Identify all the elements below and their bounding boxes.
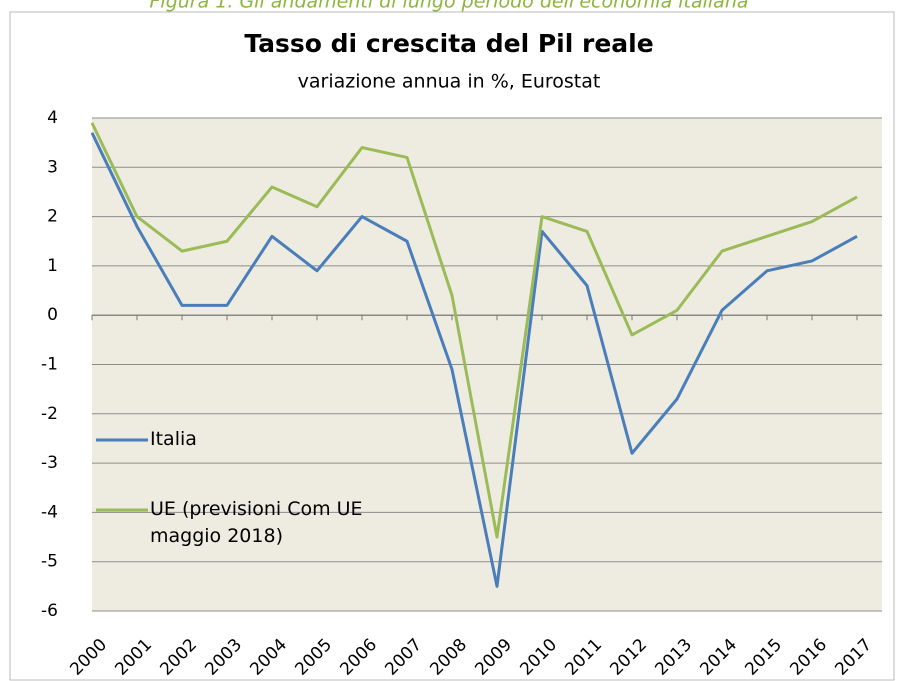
caption: Figura 1. Gli andamenti di lungo periodo… bbox=[149, 0, 748, 13]
series-line bbox=[90, 132, 858, 588]
y-tick-label: 2 bbox=[47, 207, 58, 227]
y-tick-label: -5 bbox=[41, 552, 58, 572]
legend-label: UE (previsioni Com UE maggio 2018) bbox=[150, 498, 363, 547]
y-tick-label: 3 bbox=[47, 157, 58, 177]
chart-subtitle: variazione annua in %, Eurostat bbox=[298, 71, 601, 93]
y-tick-label: -3 bbox=[41, 453, 58, 473]
y-tick-label: -4 bbox=[41, 502, 58, 522]
y-tick-label: 4 bbox=[47, 108, 58, 128]
y-tick-label: -1 bbox=[41, 355, 58, 375]
y-tick-label: 0 bbox=[47, 305, 58, 325]
y-tick-label: -2 bbox=[41, 404, 58, 424]
y-tick-label: -6 bbox=[41, 601, 58, 621]
y-tick-label: 1 bbox=[47, 256, 58, 276]
chart-title: Tasso di crescita del Pil reale bbox=[244, 29, 653, 58]
legend-label: Italia bbox=[150, 428, 197, 450]
series-line bbox=[90, 122, 858, 539]
